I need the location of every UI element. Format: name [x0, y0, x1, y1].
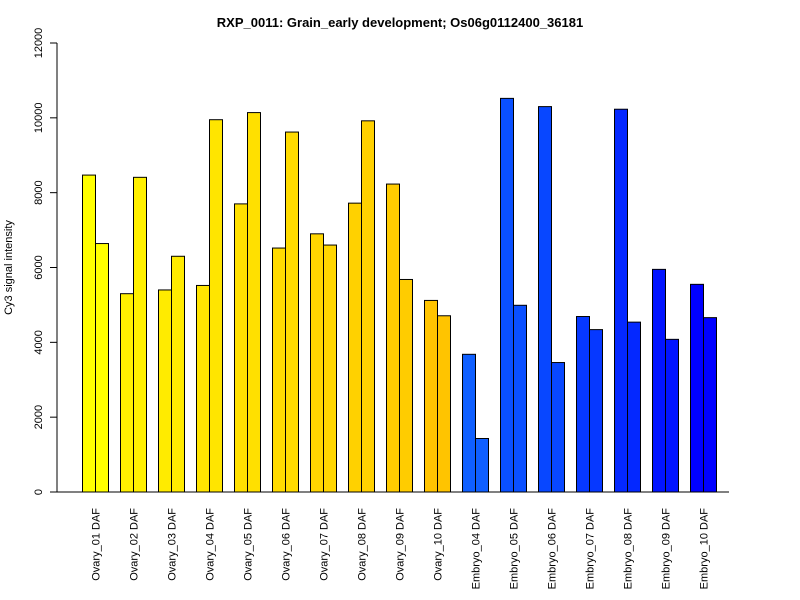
y-tick-label: 10000: [33, 103, 45, 134]
x-tick-label: Ovary_03 DAF: [167, 508, 179, 581]
bar: [361, 120, 375, 493]
bar: [576, 316, 590, 493]
bar: [285, 131, 299, 493]
x-tick-label: Ovary_05 DAF: [243, 508, 255, 581]
x-tick-label: Embryo_07 DAF: [585, 508, 597, 590]
y-axis: 0 2000 4000 6000 8000 10000 12000: [33, 28, 58, 495]
bar: [538, 106, 552, 493]
bar: [462, 353, 476, 493]
bar: [500, 97, 514, 493]
bar: [551, 362, 565, 493]
bar: [158, 289, 172, 493]
y-tick-label: 4000: [33, 330, 45, 354]
bar: [171, 255, 185, 493]
bar: [513, 304, 527, 493]
bar: [627, 321, 641, 493]
x-tick-label: Embryo_09 DAF: [661, 508, 673, 590]
bar: [437, 315, 451, 493]
x-tick-label: Ovary_09 DAF: [395, 508, 407, 581]
bar: [399, 278, 413, 493]
bar: [234, 203, 248, 493]
x-tick-label: Ovary_10 DAF: [433, 508, 445, 581]
x-tick-label: Embryo_04 DAF: [471, 508, 483, 590]
x-tick-label: Ovary_08 DAF: [357, 508, 369, 581]
y-tick-label: 6000: [33, 255, 45, 279]
bar: [614, 108, 628, 493]
x-tick-label: Embryo_08 DAF: [623, 508, 635, 590]
bar: [386, 183, 400, 493]
bar: [589, 329, 603, 493]
bar: [310, 233, 324, 493]
bar: [690, 283, 704, 493]
bar: [82, 174, 96, 493]
y-tick-label: 2000: [33, 405, 45, 429]
x-tick-label: Embryo_05 DAF: [509, 508, 521, 590]
bar: [196, 284, 210, 493]
bar: [424, 299, 438, 493]
bar: [703, 317, 717, 493]
y-tick-label: 8000: [33, 180, 45, 204]
bar: [120, 293, 134, 493]
bar: [323, 244, 337, 493]
bar: [95, 243, 109, 493]
bar: [272, 247, 286, 493]
x-tick-label: Embryo_10 DAF: [699, 508, 711, 590]
x-tick-label: Ovary_04 DAF: [205, 508, 217, 581]
bars: [82, 97, 717, 493]
bar: [475, 437, 489, 493]
bar: [652, 268, 666, 493]
chart-title: RXP_0011: Grain_early development; Os06g…: [217, 15, 583, 30]
bar: [665, 338, 679, 493]
x-tick-label: Ovary_07 DAF: [319, 508, 331, 581]
bar: [348, 202, 362, 493]
x-axis: Ovary_01 DAF Ovary_02 DAF Ovary_03 DAF Ovar…: [57, 491, 729, 590]
x-tick-label: Ovary_02 DAF: [129, 508, 141, 581]
x-tick-label: Ovary_01 DAF: [91, 508, 103, 581]
bar: [133, 176, 147, 493]
x-tick-label: Ovary_06 DAF: [281, 508, 293, 581]
y-axis-label: Cy3 signal intensity: [3, 220, 15, 315]
y-tick-label: 0: [33, 489, 45, 495]
bar: [247, 112, 261, 493]
x-tick-label: Embryo_06 DAF: [547, 508, 559, 590]
y-tick-label: 12000: [33, 28, 45, 59]
bar: [209, 119, 223, 493]
